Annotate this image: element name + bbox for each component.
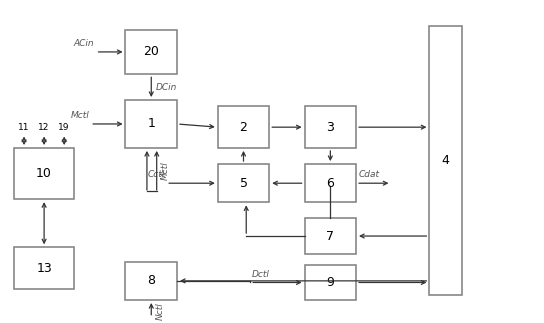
Text: 1: 1 <box>147 118 155 130</box>
Text: Dctl: Dctl <box>251 270 269 279</box>
Text: Nctl: Nctl <box>156 302 165 320</box>
Text: 7: 7 <box>326 230 335 243</box>
Bar <box>305 218 356 254</box>
Bar <box>218 164 269 203</box>
Bar <box>429 26 462 295</box>
Text: 5: 5 <box>239 177 248 190</box>
Text: Mctl: Mctl <box>70 111 89 120</box>
Text: 20: 20 <box>143 46 159 58</box>
Text: 13: 13 <box>36 262 52 275</box>
Text: 2: 2 <box>239 121 248 134</box>
Bar <box>126 262 177 300</box>
Text: 12: 12 <box>39 123 50 132</box>
Text: 19: 19 <box>58 123 70 132</box>
Text: 10: 10 <box>36 167 52 180</box>
Bar <box>14 148 74 199</box>
Text: 8: 8 <box>147 274 155 287</box>
Bar <box>126 100 177 148</box>
Bar <box>126 29 177 74</box>
Text: Mctl: Mctl <box>161 161 170 180</box>
Text: 11: 11 <box>18 123 30 132</box>
Text: Cdat: Cdat <box>359 170 380 179</box>
Text: 4: 4 <box>442 154 449 167</box>
Text: Cctl: Cctl <box>147 170 165 179</box>
Text: 9: 9 <box>326 276 334 289</box>
Bar <box>305 106 356 148</box>
Bar <box>305 265 356 300</box>
Text: ACin: ACin <box>74 39 95 48</box>
Text: 3: 3 <box>326 121 334 134</box>
Text: 6: 6 <box>326 177 334 190</box>
Bar <box>305 164 356 203</box>
Bar <box>218 106 269 148</box>
Bar <box>14 247 74 289</box>
Text: DCin: DCin <box>156 83 177 92</box>
